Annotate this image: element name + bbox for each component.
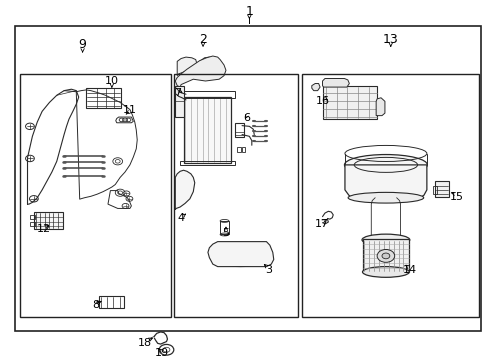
- Bar: [34, 212, 63, 229]
- Bar: [30, 222, 35, 226]
- Bar: [173, 74, 298, 316]
- Text: 12: 12: [37, 224, 51, 234]
- Bar: [20, 74, 171, 316]
- Text: 13: 13: [382, 33, 398, 46]
- Polygon shape: [193, 57, 212, 74]
- Text: 3: 3: [265, 265, 272, 275]
- Text: 19: 19: [154, 348, 168, 358]
- Bar: [234, 123, 243, 137]
- Text: 15: 15: [448, 192, 463, 202]
- Bar: [15, 26, 480, 331]
- Bar: [323, 86, 376, 119]
- Text: 4: 4: [177, 213, 184, 224]
- Text: 18: 18: [137, 338, 151, 348]
- Polygon shape: [207, 242, 273, 267]
- Polygon shape: [375, 98, 384, 116]
- Polygon shape: [311, 84, 320, 91]
- Ellipse shape: [347, 192, 423, 203]
- Ellipse shape: [362, 267, 408, 277]
- Bar: [241, 147, 245, 152]
- Text: 17: 17: [314, 219, 328, 229]
- Bar: [362, 239, 408, 272]
- Polygon shape: [175, 170, 194, 210]
- Ellipse shape: [361, 234, 409, 246]
- Text: 5: 5: [222, 228, 229, 238]
- Bar: [434, 181, 448, 197]
- Text: 14: 14: [403, 265, 416, 275]
- Text: 16: 16: [315, 96, 329, 105]
- Text: 6: 6: [243, 113, 250, 123]
- Bar: [99, 296, 123, 309]
- Text: 8: 8: [93, 300, 100, 310]
- Circle shape: [376, 249, 394, 262]
- Bar: [236, 147, 240, 152]
- Bar: [183, 97, 231, 163]
- Bar: [302, 74, 478, 316]
- Polygon shape: [344, 165, 426, 199]
- Bar: [432, 186, 436, 194]
- Polygon shape: [322, 78, 348, 87]
- Bar: [180, 161, 234, 165]
- Bar: [86, 88, 121, 108]
- Polygon shape: [177, 57, 196, 76]
- Text: 2: 2: [199, 33, 206, 46]
- Polygon shape: [175, 56, 225, 87]
- Text: 10: 10: [104, 76, 119, 86]
- Text: 1: 1: [245, 5, 253, 18]
- Bar: [220, 221, 228, 234]
- Text: 9: 9: [79, 39, 86, 51]
- Text: 7: 7: [173, 89, 181, 99]
- Ellipse shape: [344, 154, 427, 175]
- Bar: [175, 86, 183, 117]
- Circle shape: [381, 253, 389, 259]
- Bar: [30, 215, 35, 219]
- Text: 11: 11: [122, 104, 137, 114]
- Bar: [180, 91, 234, 98]
